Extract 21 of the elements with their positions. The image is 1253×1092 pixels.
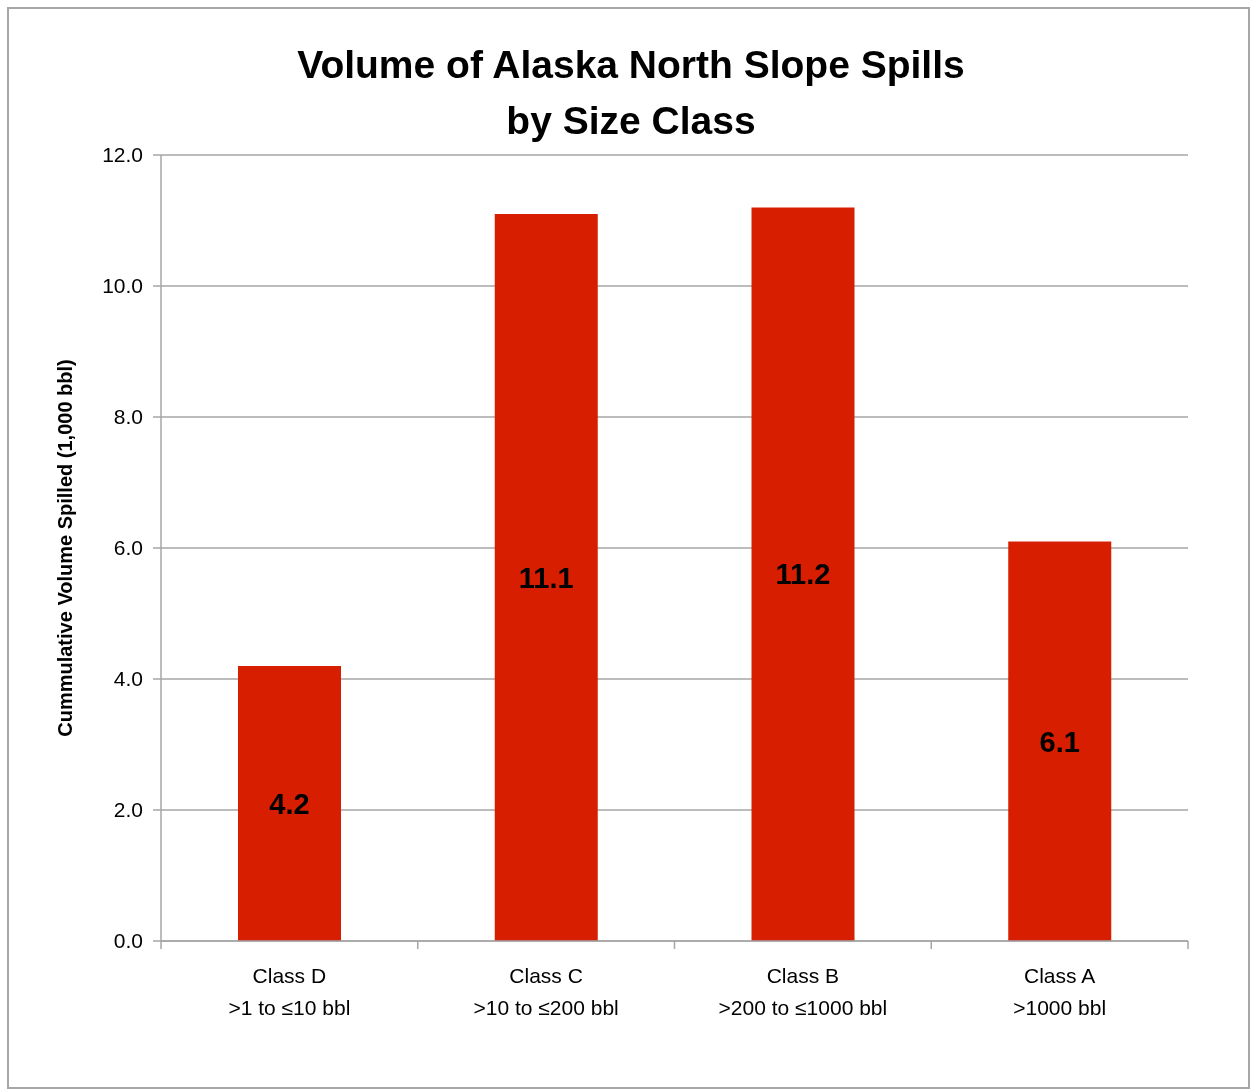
data-label: 6.1 (1039, 725, 1080, 758)
y-tick-label: 10.0 (102, 274, 143, 298)
bar (494, 213, 598, 941)
x-tick-label: Class A >1000 bbl (1013, 964, 1107, 1019)
bar (1008, 541, 1112, 941)
bar (238, 665, 341, 941)
y-tick-label: 8.0 (113, 405, 143, 429)
bar (751, 207, 855, 941)
x-tick-label: Class B >200 to ≤1000 bbl (718, 964, 888, 1019)
x-tick-label: Class D >1 to ≤10 bbl (228, 964, 351, 1019)
y-tick-label: 2.0 (113, 798, 143, 822)
y-tick-label: 6.0 (113, 536, 143, 560)
data-label: 11.2 (775, 558, 831, 591)
data-label: 4.2 (269, 787, 310, 820)
y-tick-label: 12.0 (102, 143, 143, 167)
data-label: 11.1 (518, 561, 574, 594)
chart-title: Volume of Alaska North Slope Spills by Size Class (297, 43, 965, 142)
y-axis-title: Cummulative Volume Spilled (1,000 bbl) (53, 359, 77, 737)
x-tick-label: Class C >10 to ≤200 bbl (473, 964, 619, 1019)
y-tick-label: 0.0 (113, 929, 143, 953)
y-tick-label: 4.0 (113, 667, 143, 691)
